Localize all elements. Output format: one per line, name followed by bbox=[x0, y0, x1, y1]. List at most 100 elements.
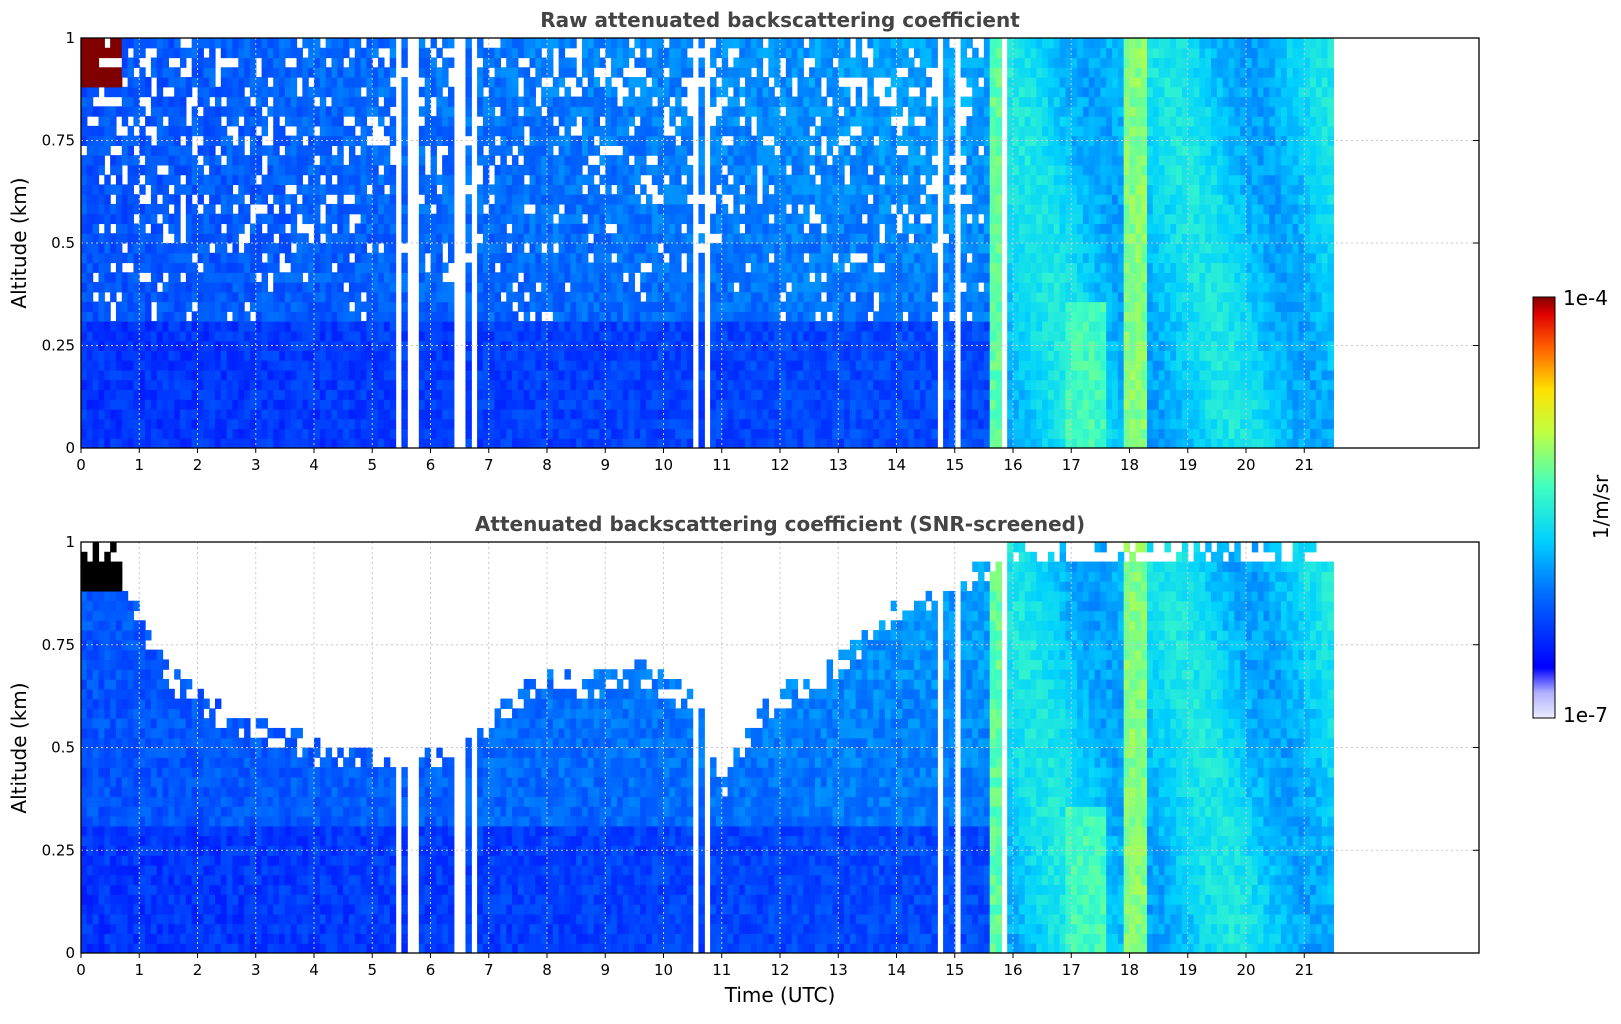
heatmap-cell bbox=[855, 155, 863, 166]
heatmap-cell bbox=[209, 360, 216, 371]
heatmap-cell bbox=[890, 282, 898, 293]
heatmap-cell bbox=[902, 301, 909, 312]
heatmap-cell bbox=[401, 418, 408, 430]
heatmap-cell bbox=[890, 321, 898, 332]
heatmap-cell bbox=[657, 350, 665, 361]
heatmap-cell bbox=[884, 438, 892, 448]
heatmap-cell bbox=[640, 340, 647, 351]
heatmap-cell bbox=[348, 438, 356, 448]
heatmap-cell bbox=[710, 350, 717, 361]
heatmap-cell bbox=[418, 47, 426, 59]
heatmap-cell bbox=[197, 428, 204, 439]
heatmap-cell bbox=[267, 223, 274, 234]
heatmap-cell bbox=[331, 164, 338, 176]
heatmap-cell bbox=[360, 164, 368, 176]
heatmap-cell bbox=[890, 350, 898, 361]
heatmap-cell bbox=[517, 243, 525, 254]
heatmap-cell bbox=[558, 301, 566, 312]
heatmap-cell bbox=[319, 116, 327, 127]
heatmap-cell bbox=[797, 272, 804, 283]
heatmap-cell bbox=[261, 301, 269, 312]
heatmap-cell bbox=[290, 96, 298, 107]
heatmap-cell bbox=[261, 291, 269, 303]
heatmap-cell bbox=[436, 223, 443, 234]
heatmap-cell bbox=[844, 223, 851, 234]
heatmap-cell bbox=[599, 243, 606, 254]
heatmap-cell bbox=[81, 252, 88, 264]
heatmap-cell bbox=[611, 330, 618, 342]
heatmap-cell bbox=[838, 116, 845, 127]
heatmap-cell bbox=[727, 164, 735, 176]
heatmap-cell bbox=[255, 408, 263, 420]
heatmap-cell bbox=[680, 399, 688, 410]
heatmap-cell bbox=[558, 145, 566, 156]
heatmap-cell bbox=[121, 330, 129, 342]
heatmap-cell bbox=[506, 369, 513, 381]
heatmap-cell bbox=[791, 369, 799, 381]
heatmap-cell bbox=[180, 389, 187, 400]
heatmap-cell bbox=[220, 262, 228, 273]
heatmap-cell bbox=[279, 330, 286, 342]
heatmap-cell bbox=[884, 243, 892, 254]
heatmap-cell bbox=[372, 174, 379, 186]
heatmap-cell bbox=[389, 233, 397, 244]
heatmap-cell bbox=[296, 438, 303, 448]
heatmap-cell bbox=[564, 301, 571, 312]
heatmap-cell bbox=[820, 438, 828, 448]
heatmap-cell bbox=[488, 262, 496, 273]
heatmap-cell bbox=[780, 155, 787, 166]
heatmap-cell bbox=[809, 291, 816, 303]
heatmap-cell bbox=[733, 194, 740, 205]
heatmap-cell bbox=[675, 369, 682, 381]
heatmap-cell bbox=[442, 57, 449, 68]
heatmap-cell bbox=[564, 321, 571, 332]
heatmap-cell bbox=[838, 213, 845, 225]
heatmap-cell bbox=[86, 350, 94, 361]
heatmap-cell bbox=[710, 86, 717, 98]
heatmap-cell bbox=[139, 243, 146, 254]
heatmap-cell bbox=[244, 399, 251, 410]
heatmap-cell bbox=[879, 164, 886, 176]
heatmap-cell bbox=[820, 330, 828, 342]
heatmap-cell bbox=[616, 194, 624, 205]
heatmap-cell bbox=[756, 408, 764, 420]
heatmap-cell bbox=[354, 369, 362, 381]
heatmap-cell bbox=[430, 213, 437, 225]
heatmap-cell bbox=[506, 291, 513, 303]
heatmap-cell bbox=[552, 125, 560, 137]
heatmap-cell bbox=[710, 291, 717, 303]
heatmap-cell bbox=[663, 86, 670, 98]
heatmap-cell bbox=[838, 291, 845, 303]
heatmap-cell bbox=[442, 291, 449, 303]
heatmap-cell bbox=[628, 438, 635, 448]
heatmap-cell bbox=[849, 360, 857, 371]
heatmap-cell bbox=[191, 184, 199, 195]
heatmap-cell bbox=[203, 399, 210, 410]
heatmap-cell bbox=[110, 203, 117, 215]
heatmap-cell bbox=[232, 379, 239, 391]
heatmap-cell bbox=[616, 184, 624, 195]
heatmap-cell bbox=[803, 418, 810, 430]
heatmap-cell bbox=[814, 262, 822, 273]
heatmap-cell bbox=[156, 321, 164, 332]
heatmap-cell bbox=[249, 174, 257, 186]
heatmap-cell bbox=[482, 47, 490, 59]
heatmap-cell bbox=[745, 203, 752, 215]
heatmap-cell bbox=[651, 360, 659, 371]
heatmap-cell bbox=[331, 379, 338, 391]
heatmap-cell bbox=[337, 321, 344, 332]
heatmap-cell bbox=[86, 438, 94, 448]
heatmap-cell bbox=[127, 282, 135, 293]
heatmap-cell bbox=[220, 233, 228, 244]
heatmap-cell bbox=[494, 418, 501, 430]
heatmap-cell bbox=[302, 38, 309, 49]
heatmap-cell bbox=[535, 38, 542, 49]
heatmap-cell bbox=[174, 213, 181, 225]
heatmap-cell bbox=[442, 321, 449, 332]
heatmap-cell bbox=[698, 116, 705, 127]
heatmap-cell bbox=[255, 252, 263, 264]
heatmap-cell bbox=[599, 321, 606, 332]
heatmap-cell bbox=[733, 77, 740, 88]
heatmap-cell bbox=[244, 428, 251, 439]
heatmap-cell bbox=[500, 438, 507, 448]
